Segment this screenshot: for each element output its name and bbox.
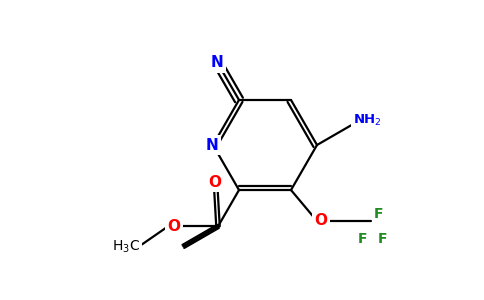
Text: N: N xyxy=(211,55,224,70)
Text: F: F xyxy=(358,232,367,246)
Text: H$_3$C: H$_3$C xyxy=(112,238,140,255)
Text: O: O xyxy=(314,213,327,228)
Text: F: F xyxy=(378,232,388,246)
Text: F: F xyxy=(374,207,383,221)
Text: NH$_2$: NH$_2$ xyxy=(353,112,382,128)
Text: O: O xyxy=(167,219,181,234)
Text: N: N xyxy=(206,137,218,152)
Text: O: O xyxy=(209,175,222,190)
